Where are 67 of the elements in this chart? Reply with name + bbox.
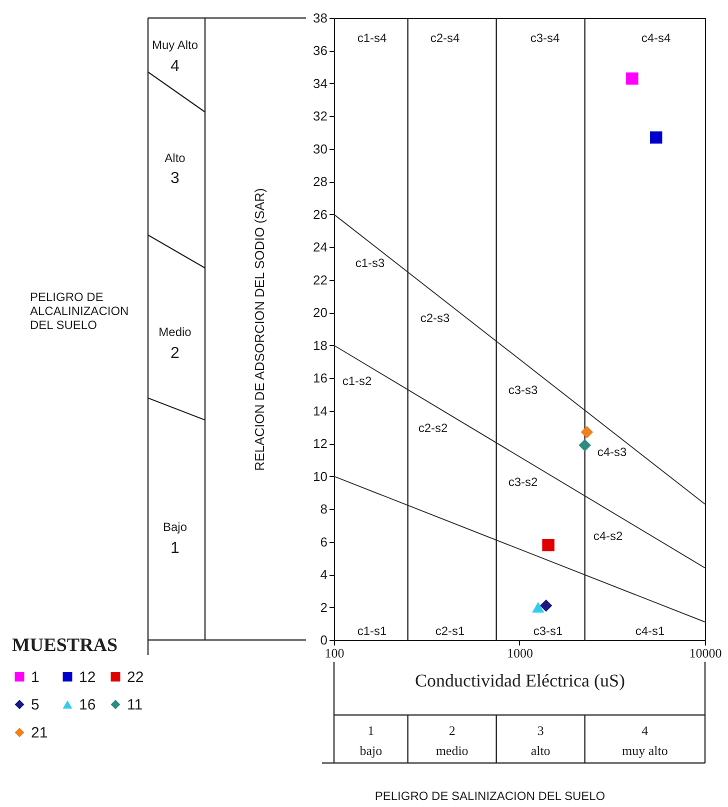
annotation: c1-s2 bbox=[342, 374, 372, 388]
text: medio bbox=[436, 743, 468, 758]
annotation: c1-s3 bbox=[355, 256, 385, 270]
y-tick-label: 30 bbox=[313, 141, 328, 156]
text: 2 bbox=[448, 723, 456, 738]
annotation: c4-s1 bbox=[635, 624, 665, 638]
y-tick-label: 8 bbox=[320, 502, 328, 517]
text: 1 bbox=[170, 540, 180, 557]
annotation: c2-s3 bbox=[420, 311, 450, 325]
legend-label: 22 bbox=[127, 668, 144, 686]
annotation: c1-s1 bbox=[357, 624, 387, 638]
y-tick-label: 24 bbox=[313, 240, 328, 255]
y-tick-label: 22 bbox=[313, 272, 328, 288]
annotation: c2-s1 bbox=[435, 624, 465, 638]
legend-label: 16 bbox=[79, 696, 96, 714]
legend-title: MUESTRAS bbox=[12, 635, 118, 656]
y-tick-label: 38 bbox=[313, 10, 328, 26]
text: alto bbox=[530, 743, 550, 758]
annotation: c2-s2 bbox=[418, 421, 448, 435]
y-tick-label: 26 bbox=[313, 206, 328, 222]
x-tick-label: 10000 bbox=[689, 646, 722, 660]
text: Bajo bbox=[162, 520, 188, 534]
y-axis-title: RELACION DE ADSORCION DEL SODIO (SAR) bbox=[252, 188, 268, 471]
annotation: c1-s4 bbox=[357, 31, 387, 45]
text: Alto bbox=[164, 151, 186, 165]
y-tick-label: 12 bbox=[313, 436, 328, 452]
y-tick-label: 6 bbox=[320, 534, 328, 550]
annotation: c4-s3 bbox=[597, 445, 627, 459]
y-tick-label: 14 bbox=[313, 403, 328, 418]
text: Medio bbox=[158, 325, 192, 339]
annotation: c3-s1 bbox=[533, 624, 563, 638]
y-tick-label: 20 bbox=[313, 305, 328, 320]
y-tick-label: 18 bbox=[313, 338, 328, 353]
annotation: c3-s3 bbox=[508, 383, 538, 397]
legend-label: 21 bbox=[31, 724, 48, 742]
annotation: c4-s4 bbox=[641, 31, 671, 45]
text: 3 bbox=[537, 723, 544, 738]
legend-label: 11 bbox=[127, 696, 143, 714]
text: muy alto bbox=[622, 743, 668, 758]
text: 4 bbox=[642, 723, 649, 738]
x-tick-label: 100 bbox=[324, 646, 344, 660]
annotation: c2-s4 bbox=[430, 31, 460, 45]
y-tick-label: 4 bbox=[320, 567, 328, 582]
y-tick-label: 0 bbox=[320, 632, 328, 648]
text: 3 bbox=[170, 170, 180, 187]
text: 2 bbox=[170, 345, 180, 362]
text: 4 bbox=[170, 58, 180, 75]
legend-label: 1 bbox=[31, 668, 40, 686]
legend-label: 5 bbox=[31, 696, 40, 714]
y-tick-label: 16 bbox=[313, 370, 328, 386]
y-tick-label: 32 bbox=[313, 108, 328, 124]
y-tick-label: 34 bbox=[313, 76, 328, 91]
text: PELIGRO DE SALINIZACION DEL SUELO bbox=[374, 789, 606, 803]
x-tick-label: 1000 bbox=[507, 646, 533, 660]
annotation: c4-s2 bbox=[593, 529, 623, 543]
x-axis-title: Conductividad Eléctrica (uS) bbox=[415, 670, 625, 690]
y-tick-label: 36 bbox=[313, 43, 328, 58]
annotation: c3-s4 bbox=[530, 31, 560, 45]
text: PELIGRO DE ALCALINIZACION DEL SUELO bbox=[30, 290, 130, 332]
annotation: c3-s2 bbox=[508, 475, 538, 489]
y-tick-label: 2 bbox=[320, 600, 328, 615]
y-tick-label: 28 bbox=[313, 174, 328, 190]
text: Muy Alto bbox=[152, 38, 198, 52]
text: 1 bbox=[368, 723, 374, 738]
legend-label: 12 bbox=[79, 668, 96, 686]
text: bajo bbox=[360, 743, 382, 758]
y-tick-label: 10 bbox=[313, 468, 328, 484]
